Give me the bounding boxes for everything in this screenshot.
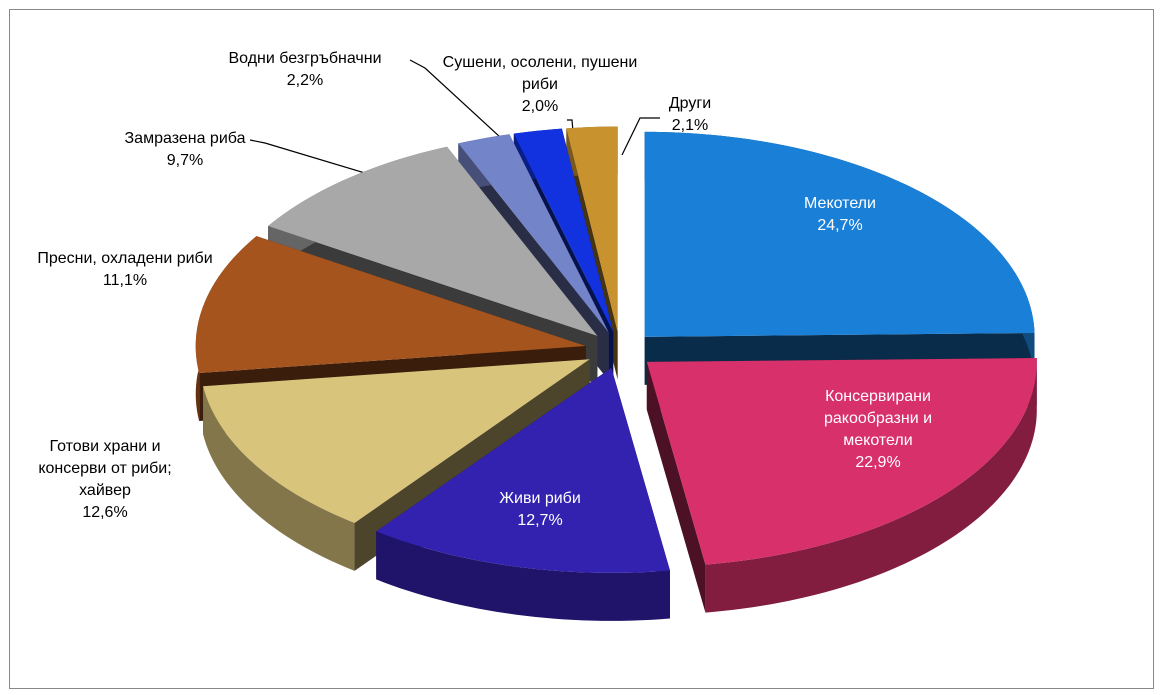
category-label: Готови храни и консерви от риби; хайвер	[38, 438, 172, 499]
data-label: Замразена риба 9,7%	[85, 128, 285, 172]
category-label: Водни безгръбначни	[228, 50, 382, 67]
category-label: Пресни, охладени риби	[37, 250, 213, 267]
slice-side	[646, 361, 706, 613]
slice-top	[458, 134, 609, 333]
slice-wall	[376, 531, 670, 621]
slice-top	[566, 126, 618, 332]
category-label: Живи риби	[499, 490, 581, 507]
leader-line	[621, 117, 660, 156]
leader-line	[409, 59, 526, 161]
slice-top	[268, 146, 598, 336]
data-label: Готови храни и консерви от риби; хайвер 1…	[15, 436, 195, 524]
data-label: Водни безгръбначни 2,2%	[195, 48, 415, 92]
data-label: Сушени, осолени, пушени риби 2,0%	[425, 52, 655, 118]
slice-top	[644, 131, 1035, 337]
slice-wall	[705, 358, 1037, 613]
category-label: Сушени, осолени, пушени риби	[442, 54, 638, 93]
slice-wall	[203, 386, 355, 571]
value-label: 24,7%	[817, 217, 863, 234]
slice	[376, 367, 670, 621]
category-label: Мекотели	[804, 195, 876, 212]
slice-top	[376, 367, 670, 573]
value-label: 12,6%	[82, 504, 128, 521]
category-label: Замразена риба	[124, 130, 246, 147]
slice	[646, 358, 1037, 613]
value-label: 12,7%	[517, 512, 563, 529]
leader-line	[249, 139, 406, 186]
data-label: Консервирани ракообразни и мекотели 22,9%	[798, 386, 958, 474]
category-label: Други	[668, 95, 712, 112]
slice-top	[195, 236, 586, 374]
value-label: 2,0%	[521, 98, 559, 115]
slice-top	[646, 358, 1037, 565]
value-label: 2,1%	[671, 117, 709, 134]
data-label: Пресни, охладени риби 11,1%	[0, 248, 250, 292]
chart-frame	[9, 9, 1154, 689]
value-label: 11,1%	[102, 272, 148, 289]
slice-top	[513, 128, 614, 332]
value-label: 22,9%	[855, 454, 901, 471]
data-label: Мекотели 24,7%	[740, 193, 940, 237]
slice-top	[203, 359, 590, 523]
value-label: 2,2%	[286, 72, 324, 89]
data-label: Други 2,1%	[640, 93, 740, 137]
data-label: Живи риби 12,7%	[465, 488, 615, 532]
slice	[644, 131, 1035, 385]
slices	[195, 126, 1037, 621]
value-label: 9,7%	[166, 152, 204, 169]
category-label: Консервирани ракообразни и мекотели	[823, 388, 933, 449]
